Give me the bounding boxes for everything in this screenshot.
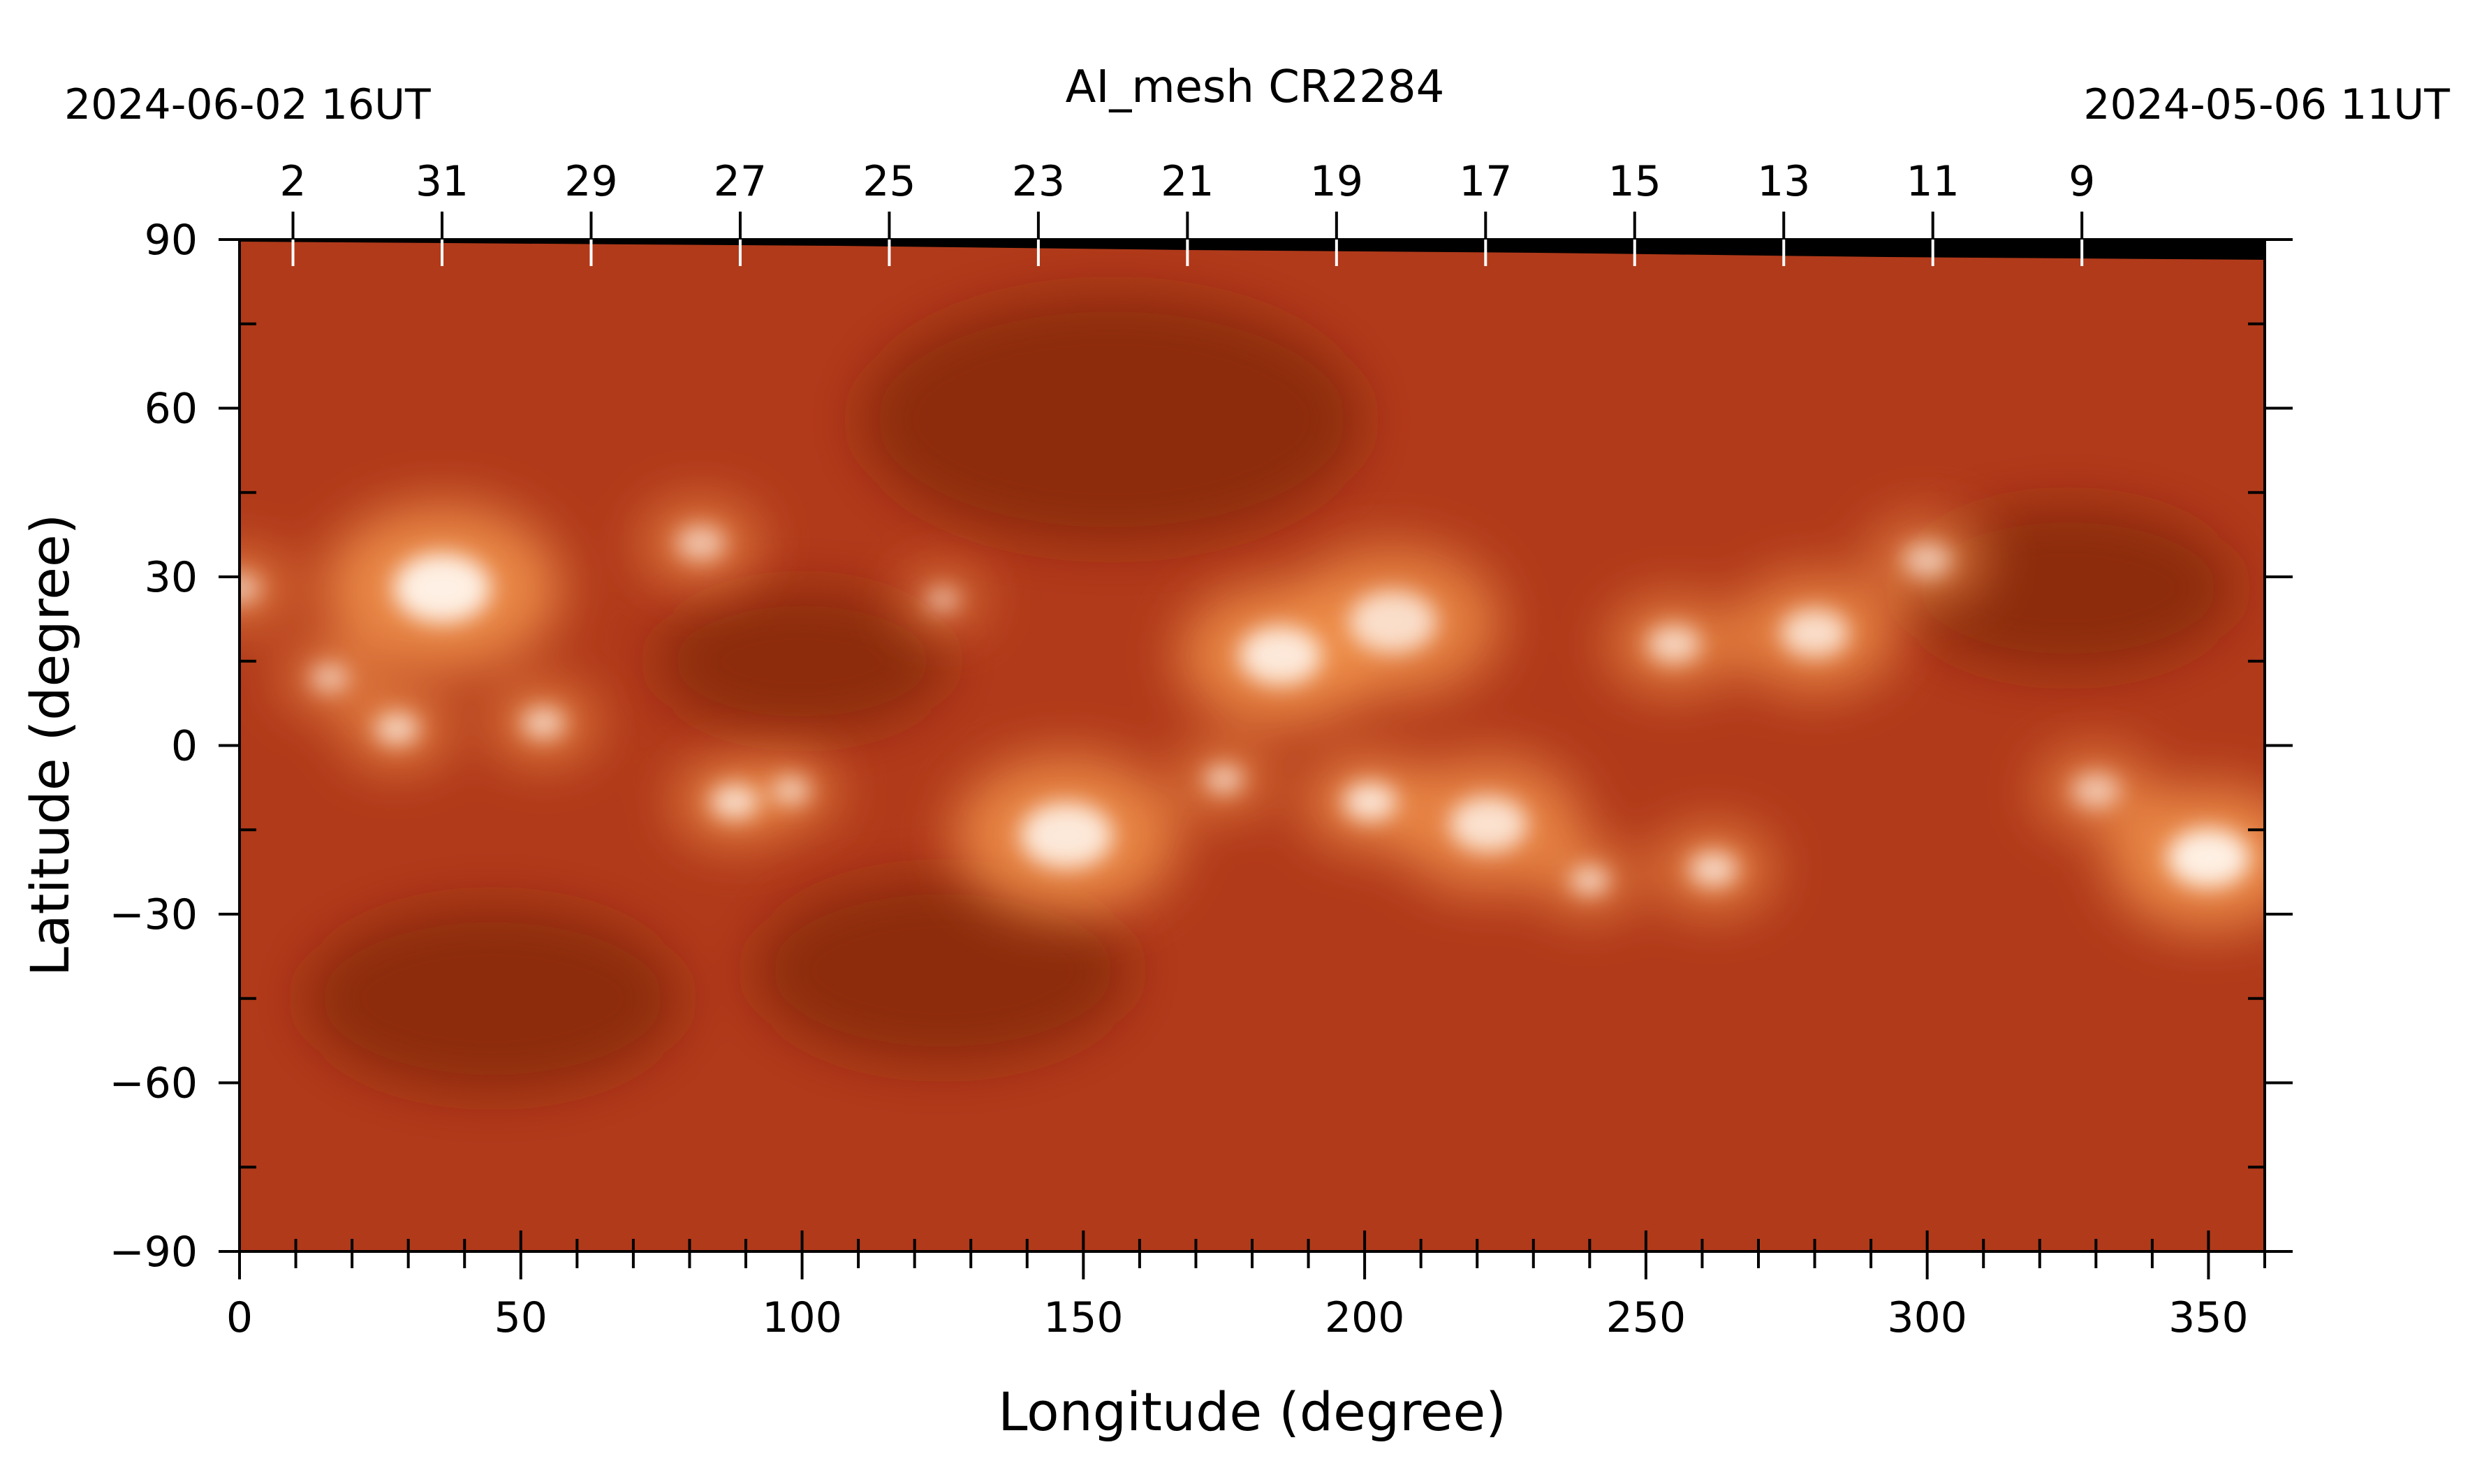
active-region-core bbox=[1689, 851, 1738, 887]
x-tick-label: 0 bbox=[226, 1293, 253, 1342]
dark-region bbox=[1900, 504, 2236, 673]
active-region-core bbox=[393, 553, 491, 624]
date-tick-label: 9 bbox=[2069, 157, 2095, 206]
x-tick-label: 50 bbox=[494, 1293, 548, 1342]
x-axis-title: Longitude (degree) bbox=[998, 1381, 1506, 1443]
date-tick-label: 13 bbox=[1757, 157, 1810, 206]
y-tick-label: −60 bbox=[109, 1059, 198, 1108]
date-left-label: 2024-06-02 16UT bbox=[64, 80, 431, 129]
y-tick-label: 0 bbox=[171, 722, 198, 771]
bright-region-layer bbox=[240, 501, 2265, 930]
date-tick-label: 23 bbox=[1012, 157, 1065, 206]
y-tick-label: 90 bbox=[145, 216, 198, 265]
x-tick-label: 200 bbox=[1325, 1293, 1405, 1342]
active-region-core bbox=[1449, 796, 1528, 853]
active-region-core bbox=[1647, 625, 1701, 664]
active-region-core bbox=[240, 572, 262, 604]
y-axis: 90 60 30 0 −30 −60 −90 bbox=[109, 216, 2293, 1277]
y-tick-label: −90 bbox=[109, 1228, 198, 1277]
active-region-core bbox=[1020, 802, 1113, 869]
dark-region bbox=[860, 293, 1363, 545]
active-region-core bbox=[1902, 542, 1952, 578]
active-region-core bbox=[771, 776, 811, 805]
dark-region-layer bbox=[304, 293, 2236, 1093]
top-date-axis: 2 31 29 27 25 23 21 19 17 15 13 11 9 bbox=[279, 157, 2095, 266]
date-tick-label: 21 bbox=[1161, 157, 1214, 206]
dark-region bbox=[655, 587, 949, 735]
active-region-core bbox=[676, 525, 726, 561]
date-tick-label: 31 bbox=[416, 157, 469, 206]
active-region-core bbox=[309, 663, 349, 692]
active-region-core bbox=[375, 712, 420, 744]
active-region-core bbox=[1238, 626, 1322, 686]
bright-core-layer bbox=[240, 525, 2250, 895]
active-region-core bbox=[2071, 772, 2121, 808]
date-tick-label: 27 bbox=[714, 157, 767, 206]
active-region-core bbox=[1343, 782, 1397, 821]
x-tick-label: 250 bbox=[1606, 1293, 1687, 1342]
y-axis-title: Latitude (degree) bbox=[19, 514, 81, 977]
x-axis: 0 50 100 150 200 250 300 350 bbox=[226, 1230, 2266, 1342]
x-tick-label: 150 bbox=[1043, 1293, 1124, 1342]
y-tick-label: 30 bbox=[145, 553, 198, 602]
date-tick-label: 15 bbox=[1608, 157, 1661, 206]
x-tick-label: 100 bbox=[762, 1293, 842, 1342]
x-tick-label: 350 bbox=[2168, 1293, 2249, 1342]
active-region-core bbox=[521, 707, 566, 739]
active-region-core bbox=[2166, 828, 2250, 888]
active-region-core bbox=[925, 587, 960, 612]
date-tick-label: 11 bbox=[1906, 157, 1960, 206]
active-region-core bbox=[1780, 608, 1849, 658]
x-tick-label: 300 bbox=[1887, 1293, 1967, 1342]
dark-region bbox=[754, 876, 1131, 1065]
plot-area bbox=[240, 240, 2265, 1251]
active-region-core bbox=[1570, 866, 1610, 895]
date-tick-label: 29 bbox=[564, 157, 617, 206]
y-tick-label: 60 bbox=[145, 385, 198, 434]
active-region-core bbox=[710, 784, 759, 819]
date-tick-label: 19 bbox=[1310, 157, 1363, 206]
date-tick-label: 17 bbox=[1459, 157, 1512, 206]
polar-data-gap bbox=[240, 240, 2265, 260]
active-region-core bbox=[1204, 765, 1244, 793]
dark-region bbox=[304, 904, 682, 1093]
chart-title: AI_mesh CR2284 bbox=[1066, 61, 1445, 113]
y-tick-label: −30 bbox=[109, 890, 198, 939]
active-region-core bbox=[1349, 590, 1437, 654]
active-region-glow bbox=[240, 550, 293, 626]
date-tick-label: 2 bbox=[279, 157, 306, 206]
date-tick-label: 25 bbox=[862, 157, 916, 206]
date-right-label: 2024-05-06 11UT bbox=[2083, 80, 2450, 129]
